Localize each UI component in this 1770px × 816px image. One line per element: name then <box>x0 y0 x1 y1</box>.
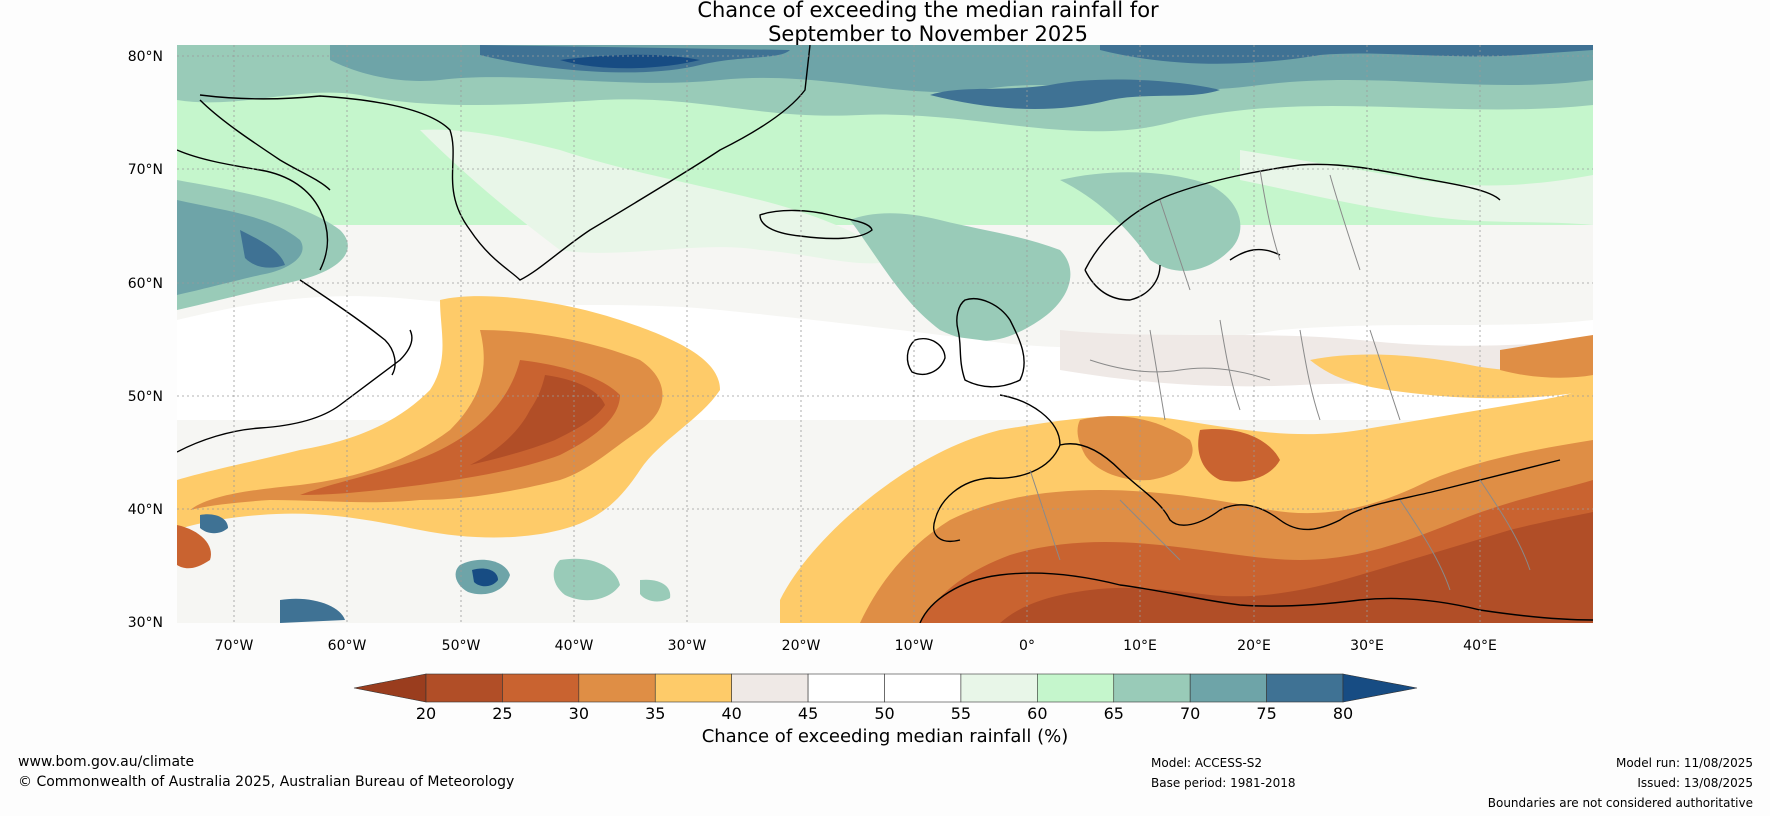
colorbar-segment <box>578 673 656 703</box>
colorbar-tick-label: 40 <box>721 704 741 723</box>
greenland-coast <box>199 45 811 281</box>
colorbar-segment <box>1113 673 1191 703</box>
colorbar-title: Chance of exceeding median rainfall (%) <box>701 726 1069 747</box>
baffin-coast <box>199 99 331 191</box>
lon-label-20e: 20°E <box>1237 638 1271 654</box>
gridlines <box>177 45 1593 623</box>
rainfall-map <box>177 45 1593 623</box>
britain-coast <box>956 298 1025 388</box>
lat-label-50n: 50°N <box>128 389 163 405</box>
lat-label-70n: 70°N <box>128 162 163 178</box>
footer-copyright: © Commonwealth of Australia 2025, Austra… <box>18 774 515 790</box>
scandinavia-coast <box>1084 163 1501 301</box>
lon-label-10e: 10°E <box>1123 638 1157 654</box>
lon-label-50w: 50°W <box>442 638 481 654</box>
north-america-coast <box>177 149 413 453</box>
colorbar-segment <box>960 673 1038 703</box>
lon-label-20w: 20°W <box>782 638 821 654</box>
footer-boundaries: Boundaries are not considered authoritat… <box>1487 796 1753 810</box>
colorbar-tick-label: 75 <box>1256 704 1276 723</box>
colorbar-tick-label: 20 <box>416 704 436 723</box>
colorbar-tick-label: 35 <box>645 704 665 723</box>
map-title-line2: September to November 2025 <box>768 22 1088 46</box>
lat-label-80n: 80°N <box>128 49 163 65</box>
colorbar-tick-label: 55 <box>951 704 971 723</box>
colorbar-segment <box>654 673 732 703</box>
colorbar-tick-label: 70 <box>1180 704 1200 723</box>
map-title: Chance of exceeding the median rainfall … <box>0 0 1770 46</box>
colorbar-tick-label: 45 <box>798 704 818 723</box>
lon-label-30w: 30°W <box>668 638 707 654</box>
colorbar-extend-high <box>1342 673 1418 703</box>
dry-band-mediterranean <box>780 335 1593 623</box>
longitude-labels: 70°W 60°W 50°W 40°W 30°W 20°W 10°W 0° 10… <box>215 638 1497 654</box>
colorbar-segment <box>1037 673 1115 703</box>
lon-label-30e: 30°E <box>1350 638 1384 654</box>
colorbar-extend-low <box>353 673 427 703</box>
europe-coast <box>933 394 1561 542</box>
colorbar-tick-label: 30 <box>569 704 589 723</box>
colorbar-tick-label: 60 <box>1027 704 1047 723</box>
colorbar-tick-label: 50 <box>874 704 894 723</box>
colorbar-tick-label: 25 <box>492 704 512 723</box>
iceland-coast <box>759 209 873 240</box>
footer-base-period: Base period: 1981-2018 <box>1151 776 1296 790</box>
colorbar-segment <box>1189 673 1267 703</box>
lat-label-40n: 40°N <box>128 502 163 518</box>
lon-label-40e: 40°E <box>1463 638 1497 654</box>
coastlines <box>177 45 1593 623</box>
colorbar-segment <box>502 673 580 703</box>
colorbar-segment <box>807 673 885 703</box>
colorbar-tick-label: 80 <box>1333 704 1353 723</box>
map-title-line1: Chance of exceeding the median rainfall … <box>697 0 1159 22</box>
country-borders <box>1029 169 1531 591</box>
colorbar-segment <box>1266 673 1344 703</box>
latitude-labels: 80°N 70°N 60°N 50°N 40°N 30°N <box>128 49 163 631</box>
footer-issued: Issued: 13/08/2025 <box>1637 776 1753 790</box>
colorbar-tick-label: 65 <box>1104 704 1124 723</box>
africa-coast <box>919 572 1593 623</box>
lon-label-40w: 40°W <box>555 638 594 654</box>
footer-website: www.bom.gov.au/climate <box>18 754 195 770</box>
ireland-coast <box>906 338 946 376</box>
footer-model-run: Model run: 11/08/2025 <box>1615 756 1753 770</box>
colorbar-segment <box>884 673 962 703</box>
colorbar-segment <box>425 673 503 703</box>
dry-band-atlantic <box>177 296 720 569</box>
lon-label-0: 0° <box>1019 638 1035 654</box>
colorbar-segment <box>731 673 809 703</box>
colorbar: 20 25 30 35 40 45 50 55 60 65 70 75 80 <box>353 673 1418 723</box>
lat-label-30n: 30°N <box>128 615 163 631</box>
lon-label-10w: 10°W <box>895 638 934 654</box>
footer-model: Model: ACCESS-S2 <box>1151 756 1263 770</box>
lat-label-60n: 60°N <box>128 276 163 292</box>
lon-label-60w: 60°W <box>328 638 367 654</box>
wet-blobs-south <box>200 514 671 623</box>
lon-label-70w: 70°W <box>215 638 254 654</box>
